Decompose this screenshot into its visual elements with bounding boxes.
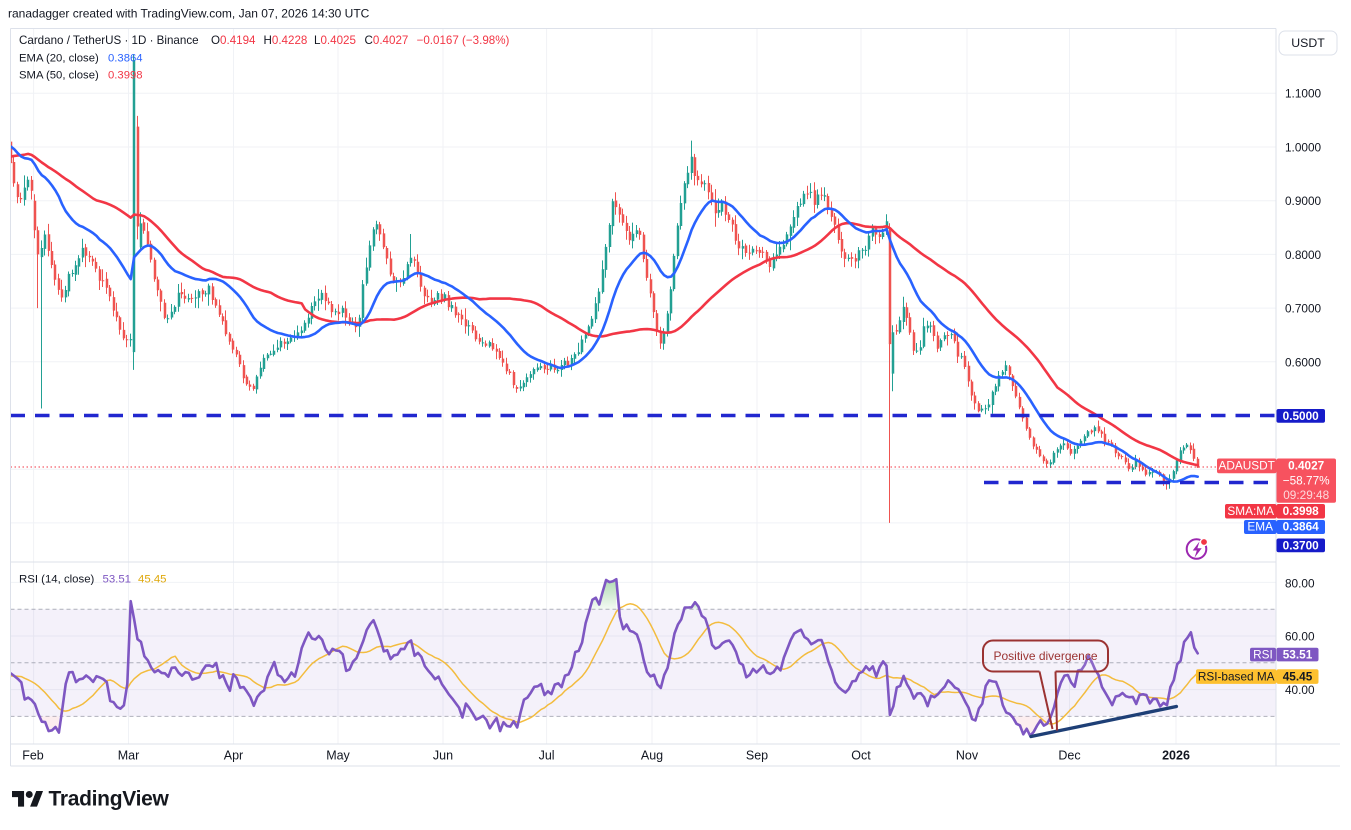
svg-text:Nov: Nov (956, 749, 979, 763)
svg-text:80.00: 80.00 (1285, 577, 1315, 591)
svg-text:Jun: Jun (433, 749, 453, 763)
svg-text:2026: 2026 (1162, 749, 1190, 763)
svg-text:1.0000: 1.0000 (1285, 141, 1322, 155)
svg-text:09:29:48: 09:29:48 (1283, 488, 1329, 502)
svg-text:0.3700: 0.3700 (1283, 538, 1320, 552)
svg-text:1.1000: 1.1000 (1285, 87, 1322, 101)
svg-text:Feb: Feb (22, 749, 44, 763)
svg-text:Dec: Dec (1058, 749, 1080, 763)
svg-text:0.3864: 0.3864 (1283, 520, 1320, 534)
svg-text:SMA (50, close)0.3998: SMA (50, close) 0.3998 (19, 70, 143, 82)
svg-text:0.7000: 0.7000 (1285, 302, 1322, 316)
svg-text:May: May (326, 749, 350, 763)
svg-text:0.3998: 0.3998 (1283, 504, 1320, 518)
svg-text:45.45: 45.45 (1283, 669, 1313, 683)
svg-text:Cardano / TetherUS · 1D · Bina: Cardano / TetherUS · 1D · Binance O0.4194… (19, 34, 510, 47)
svg-text:Apr: Apr (224, 749, 243, 763)
svg-text:Jul: Jul (539, 749, 555, 763)
svg-text:0.8000: 0.8000 (1285, 248, 1322, 262)
svg-text:SMA:MA: SMA:MA (1227, 504, 1274, 518)
svg-text:RSI: RSI (1253, 647, 1273, 661)
svg-text:ranadagger created with Tradin: ranadagger created with TradingView.com,… (8, 7, 370, 21)
svg-text:EMA (20, close)0.3864: EMA (20, close) 0.3864 (19, 52, 143, 64)
svg-text:−58.77%: −58.77% (1283, 473, 1330, 487)
svg-text:Aug: Aug (641, 749, 663, 763)
svg-text:0.9000: 0.9000 (1285, 194, 1322, 208)
svg-text:0.6000: 0.6000 (1285, 356, 1322, 370)
svg-text:USDT: USDT (1291, 36, 1325, 50)
svg-text:0.5000: 0.5000 (1283, 409, 1320, 423)
svg-text:40.00: 40.00 (1285, 683, 1315, 697)
svg-text:Oct: Oct (851, 749, 871, 763)
svg-text:60.00: 60.00 (1285, 630, 1315, 644)
svg-text:RSI-based MA: RSI-based MA (1198, 669, 1275, 683)
svg-text:EMA: EMA (1247, 520, 1273, 534)
svg-text:Positive divergence: Positive divergence (993, 649, 1097, 663)
svg-text:53.51: 53.51 (1283, 647, 1313, 661)
svg-text:Mar: Mar (118, 749, 140, 763)
svg-text:0.4027: 0.4027 (1288, 459, 1325, 473)
svg-text:Sep: Sep (746, 749, 768, 763)
svg-text:ADAUSDT: ADAUSDT (1219, 459, 1275, 473)
svg-text:TradingView: TradingView (49, 788, 170, 811)
